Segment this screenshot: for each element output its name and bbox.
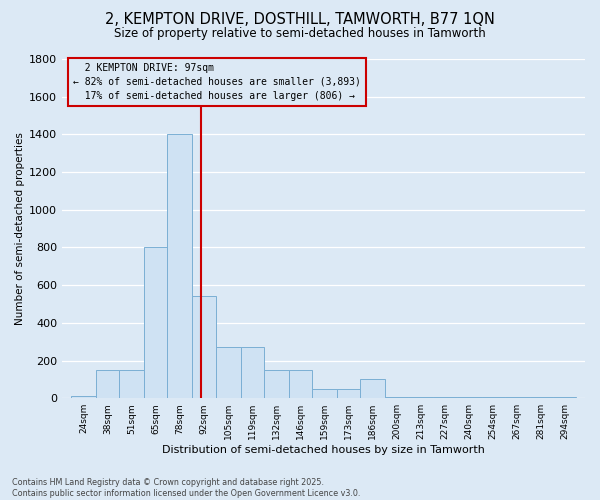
Text: Contains HM Land Registry data © Crown copyright and database right 2025.
Contai: Contains HM Land Registry data © Crown c… [12, 478, 361, 498]
Text: Size of property relative to semi-detached houses in Tamworth: Size of property relative to semi-detach… [114, 28, 486, 40]
Bar [312, 389, 337, 398]
Bar [241, 348, 264, 398]
Bar [167, 134, 193, 398]
Bar [289, 370, 312, 398]
Bar [360, 380, 385, 398]
Bar [264, 370, 289, 398]
Bar [193, 296, 215, 398]
Bar [337, 389, 360, 398]
Y-axis label: Number of semi-detached properties: Number of semi-detached properties [15, 132, 25, 325]
Bar [71, 396, 96, 398]
Text: 2 KEMPTON DRIVE: 97sqm
← 82% of semi-detached houses are smaller (3,893)
  17% o: 2 KEMPTON DRIVE: 97sqm ← 82% of semi-det… [73, 63, 361, 101]
Bar [215, 348, 241, 398]
X-axis label: Distribution of semi-detached houses by size in Tamworth: Distribution of semi-detached houses by … [162, 445, 485, 455]
Bar [144, 248, 167, 398]
Bar [96, 370, 119, 398]
Bar [119, 370, 144, 398]
Text: 2, KEMPTON DRIVE, DOSTHILL, TAMWORTH, B77 1QN: 2, KEMPTON DRIVE, DOSTHILL, TAMWORTH, B7… [105, 12, 495, 28]
